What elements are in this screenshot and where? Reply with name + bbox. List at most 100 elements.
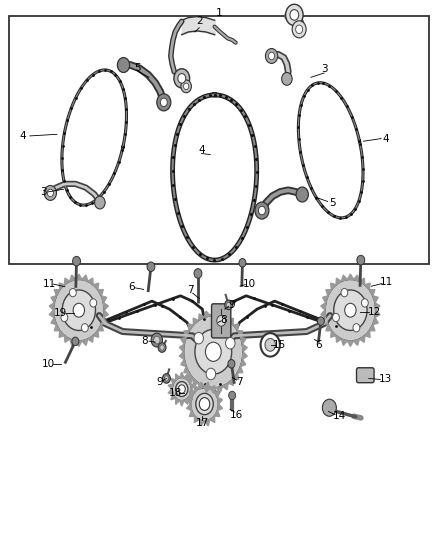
Circle shape (154, 336, 160, 344)
Circle shape (357, 255, 365, 265)
Polygon shape (191, 384, 195, 389)
Text: 16: 16 (230, 410, 243, 419)
Polygon shape (70, 275, 76, 281)
Text: 7: 7 (236, 377, 243, 387)
Polygon shape (191, 389, 195, 394)
Polygon shape (228, 379, 233, 385)
Polygon shape (233, 324, 239, 330)
Polygon shape (365, 283, 370, 290)
Circle shape (265, 338, 276, 351)
Polygon shape (188, 394, 193, 400)
Polygon shape (353, 275, 360, 281)
Polygon shape (375, 310, 380, 318)
Circle shape (195, 329, 232, 374)
Circle shape (157, 94, 171, 111)
Text: 5: 5 (328, 198, 336, 207)
Polygon shape (101, 296, 107, 303)
Polygon shape (215, 392, 220, 398)
Polygon shape (181, 359, 186, 367)
Polygon shape (76, 341, 82, 346)
Polygon shape (360, 336, 365, 342)
Polygon shape (233, 373, 239, 379)
Polygon shape (64, 336, 70, 342)
Polygon shape (243, 352, 247, 359)
Text: 7: 7 (187, 286, 194, 295)
Polygon shape (322, 318, 328, 325)
Polygon shape (365, 330, 370, 337)
Polygon shape (331, 330, 336, 337)
Polygon shape (218, 398, 223, 404)
Circle shape (296, 25, 303, 34)
Text: 4: 4 (198, 146, 205, 155)
Text: 8: 8 (220, 315, 227, 325)
Circle shape (345, 303, 356, 317)
Text: 6: 6 (128, 282, 135, 292)
Circle shape (158, 343, 166, 352)
Polygon shape (181, 337, 186, 344)
Text: 4: 4 (20, 131, 27, 141)
Circle shape (176, 382, 188, 397)
Polygon shape (184, 367, 189, 373)
Polygon shape (70, 339, 76, 345)
Circle shape (268, 52, 275, 60)
Polygon shape (210, 416, 215, 423)
Polygon shape (215, 410, 220, 416)
Circle shape (174, 69, 190, 88)
Polygon shape (179, 344, 184, 352)
Polygon shape (205, 420, 210, 426)
Circle shape (226, 337, 235, 349)
Circle shape (47, 189, 53, 197)
Circle shape (296, 187, 308, 202)
Polygon shape (93, 283, 99, 290)
Polygon shape (59, 283, 64, 290)
Polygon shape (336, 336, 341, 342)
Polygon shape (189, 410, 194, 416)
Polygon shape (204, 386, 210, 392)
Polygon shape (51, 296, 57, 303)
Circle shape (178, 385, 185, 393)
Polygon shape (82, 339, 88, 345)
Polygon shape (369, 289, 375, 296)
Circle shape (292, 21, 306, 38)
Circle shape (194, 333, 203, 344)
Polygon shape (237, 367, 243, 373)
Polygon shape (240, 337, 246, 344)
Polygon shape (176, 374, 180, 380)
Polygon shape (103, 310, 109, 318)
Polygon shape (360, 278, 365, 285)
Polygon shape (184, 330, 189, 337)
Circle shape (322, 399, 336, 416)
Circle shape (265, 49, 278, 63)
Circle shape (200, 399, 209, 409)
Circle shape (206, 368, 215, 379)
Polygon shape (171, 378, 176, 384)
Polygon shape (199, 382, 205, 388)
Polygon shape (373, 296, 378, 303)
Circle shape (151, 333, 162, 347)
Polygon shape (194, 416, 199, 423)
Polygon shape (59, 330, 64, 337)
Text: 15: 15 (273, 341, 286, 350)
Circle shape (334, 290, 367, 330)
Circle shape (53, 279, 104, 341)
Polygon shape (204, 311, 210, 317)
Polygon shape (168, 389, 173, 394)
Text: 14: 14 (333, 411, 346, 421)
Circle shape (255, 202, 269, 219)
Text: 6: 6 (315, 341, 322, 350)
Circle shape (286, 4, 303, 26)
Circle shape (172, 377, 191, 401)
Text: 18: 18 (169, 389, 182, 398)
Circle shape (90, 299, 97, 307)
Polygon shape (179, 352, 184, 359)
Polygon shape (88, 278, 93, 285)
Circle shape (160, 345, 164, 350)
Polygon shape (98, 325, 103, 331)
Polygon shape (180, 400, 184, 406)
Circle shape (261, 333, 280, 357)
Polygon shape (187, 404, 191, 410)
Circle shape (178, 74, 186, 83)
Circle shape (44, 185, 57, 200)
Polygon shape (199, 420, 205, 426)
Polygon shape (223, 314, 228, 320)
